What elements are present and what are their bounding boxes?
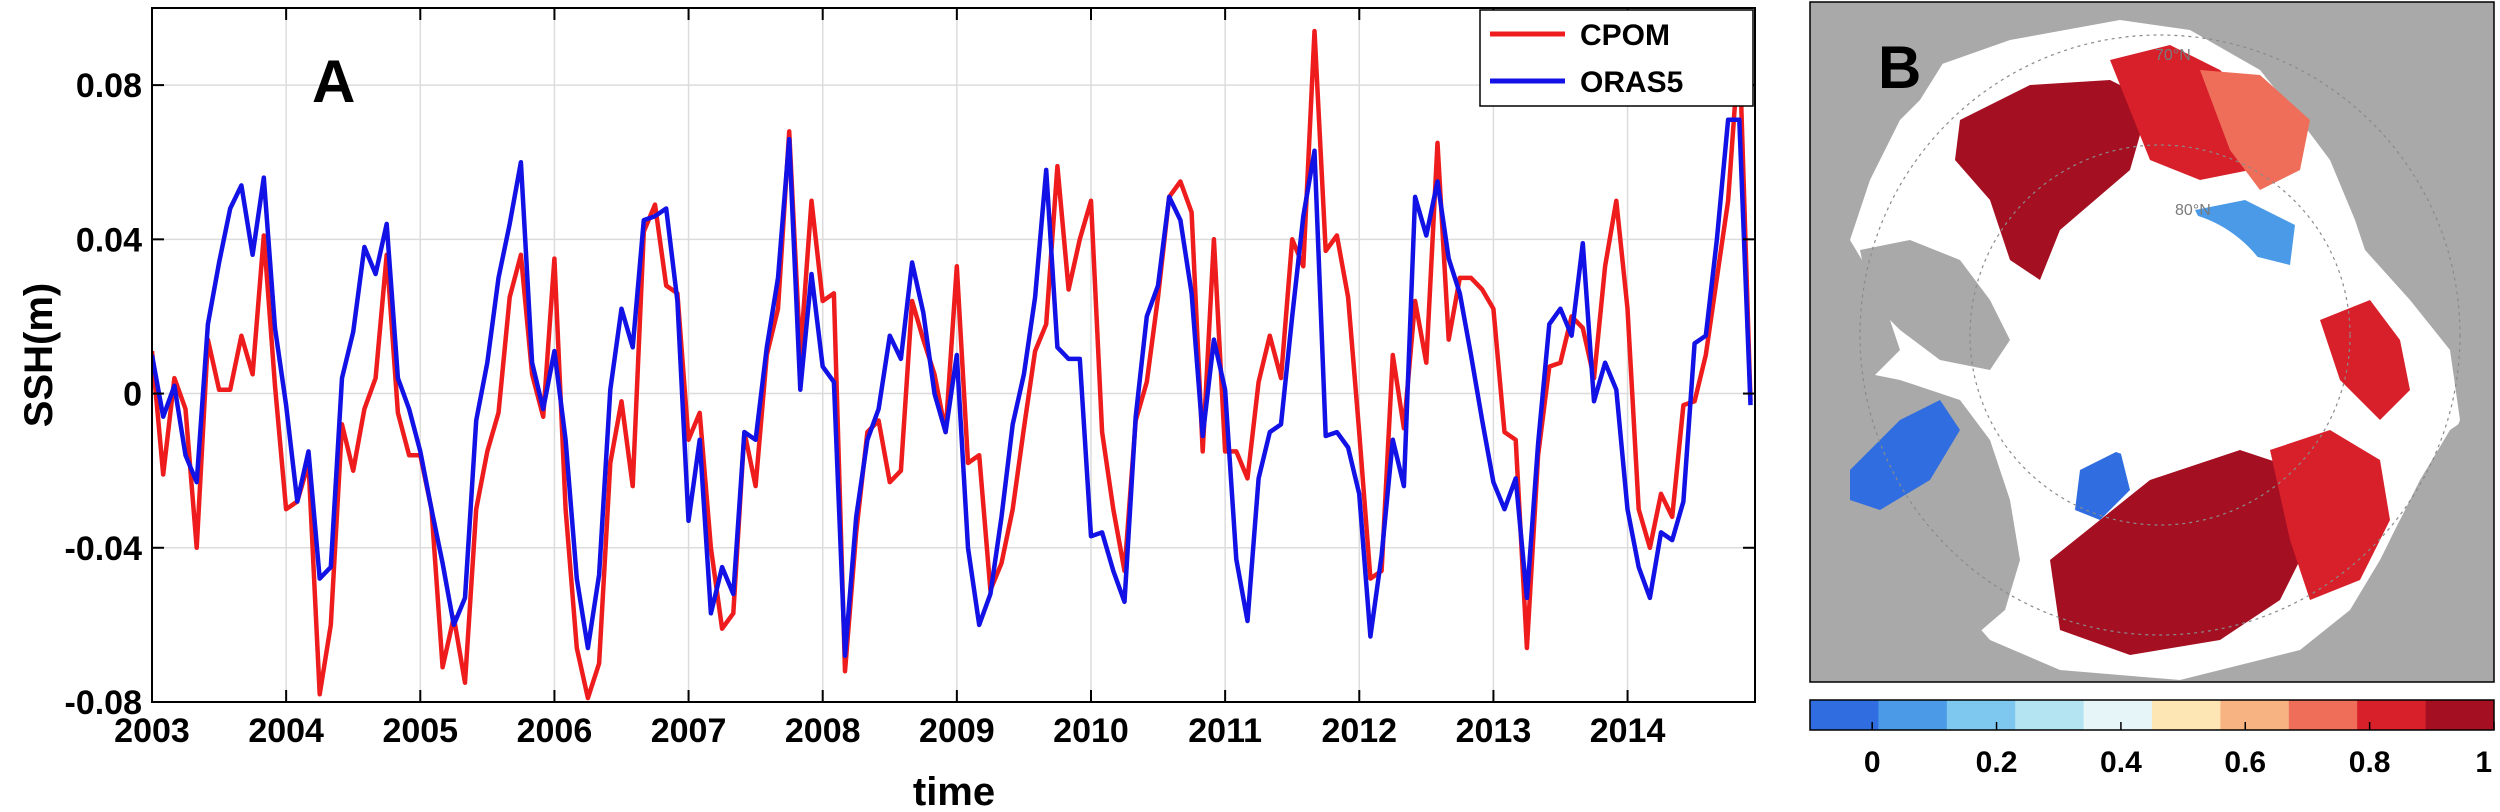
map-frame bbox=[1809, 1, 2495, 683]
colorbar-segment bbox=[2083, 700, 2153, 730]
colorbar-segment bbox=[2357, 700, 2427, 730]
legend-box bbox=[1479, 9, 1754, 107]
plot-frame bbox=[151, 7, 1756, 703]
y-tick-label: 0.04 bbox=[76, 221, 142, 259]
barents-correlation bbox=[2270, 430, 2390, 600]
colorbar-tick-label: 0.8 bbox=[2349, 746, 2391, 779]
latitude-circle-70 bbox=[1859, 34, 2461, 636]
beaufort-high-correlation bbox=[1955, 80, 2150, 280]
atlantic-high-correlation bbox=[2050, 450, 2310, 655]
latitude-label-70: 70°N bbox=[2155, 47, 2191, 64]
siberia-land bbox=[2260, 2, 2494, 250]
x-tick-label: 2006 bbox=[517, 712, 593, 750]
legend: CPOM ORAS5 bbox=[1479, 9, 1754, 107]
colorbar bbox=[1809, 699, 2495, 731]
eurasia-land bbox=[2350, 400, 2494, 682]
colorbar-tick-label: 0.6 bbox=[2224, 746, 2266, 779]
x-tick-labels: 2003 2004 2005 2006 2007 2008 2009 2010 2011 2012… bbox=[114, 712, 1665, 750]
colorbar-segment bbox=[2220, 700, 2290, 730]
plot-area bbox=[152, 8, 1755, 702]
colorbar-segment bbox=[2015, 700, 2085, 730]
colorbar-frame bbox=[1809, 699, 2495, 731]
baffin-low-correlation bbox=[1850, 400, 1960, 510]
x-tick-label: 2007 bbox=[651, 712, 727, 750]
y-tick-label: 0.08 bbox=[76, 67, 142, 105]
x-tick-label: 2014 bbox=[1590, 712, 1666, 750]
laptev-low-correlation bbox=[2195, 200, 2295, 265]
ssh-time-series-chart: 2003 2004 2005 2006 2007 2008 2009 2010 2011 2012… bbox=[17, 7, 1756, 812]
panel-label-b: B bbox=[1878, 34, 1921, 101]
kara-correlation bbox=[2320, 300, 2410, 420]
x-tick-label: 2008 bbox=[785, 712, 861, 750]
colorbar-segment bbox=[1946, 700, 2016, 730]
y-tick-label: -0.04 bbox=[65, 530, 143, 568]
latitude-circle-80 bbox=[1969, 144, 2351, 526]
x-axis-label: time bbox=[913, 770, 995, 812]
x-tick-label: 2011 bbox=[1188, 712, 1262, 750]
x-tick-label: 2003 bbox=[114, 712, 190, 750]
legend-entry-cpom: CPOM bbox=[1580, 19, 1670, 52]
y-tick-label: 0 bbox=[123, 376, 142, 414]
colorbar-segment bbox=[2288, 700, 2358, 730]
greenland-sea-low-correlation bbox=[2075, 450, 2130, 520]
series-line-oras5 bbox=[152, 117, 1753, 658]
colorbar-segment bbox=[1810, 700, 1879, 730]
greenland-land bbox=[1810, 2, 1960, 240]
panel-label-a: A bbox=[312, 48, 355, 115]
colorbar-tick-label: 0.2 bbox=[1976, 746, 2018, 779]
y-tick-label: -0.08 bbox=[65, 684, 143, 722]
x-tick-label: 2013 bbox=[1456, 712, 1532, 750]
x-tick-label: 2012 bbox=[1321, 712, 1397, 750]
arctic-correlation-map: 70°N 80°N B 0 0.2 0.4 0.6 0.8 1 bbox=[1809, 1, 2495, 779]
colorbar-tick-label: 0.4 bbox=[2100, 746, 2142, 779]
series-lines bbox=[152, 28, 1753, 701]
latitude-label-80: 80°N bbox=[2175, 202, 2211, 219]
x-tick-label: 2010 bbox=[1053, 712, 1129, 750]
x-tick-label: 2004 bbox=[248, 712, 324, 750]
colorbar-tick-label: 1 bbox=[2475, 746, 2492, 779]
colorbar-segment bbox=[2152, 700, 2221, 730]
gridlines bbox=[151, 8, 1755, 703]
east-siberian-correlation bbox=[2200, 70, 2310, 190]
colorbar-tick-labels: 0 0.2 0.4 0.6 0.8 1 bbox=[1864, 746, 2492, 779]
canada-land bbox=[1810, 370, 2020, 660]
polar-data-gap bbox=[2035, 210, 2285, 460]
colorbar-segment bbox=[2425, 700, 2495, 730]
x-tick-label: 2009 bbox=[919, 712, 995, 750]
colorbar-segment bbox=[1878, 700, 1948, 730]
y-tick-labels: -0.08 -0.04 0 0.04 0.08 bbox=[65, 67, 143, 722]
colorbar-tick-label: 0 bbox=[1864, 746, 1881, 779]
archipelago-land bbox=[1860, 240, 2010, 370]
legend-entry-oras5: ORAS5 bbox=[1580, 66, 1683, 99]
series-line-cpom bbox=[152, 28, 1753, 701]
x-tick-label: 2005 bbox=[382, 712, 458, 750]
y-axis-label: SSH(m) bbox=[17, 283, 61, 427]
